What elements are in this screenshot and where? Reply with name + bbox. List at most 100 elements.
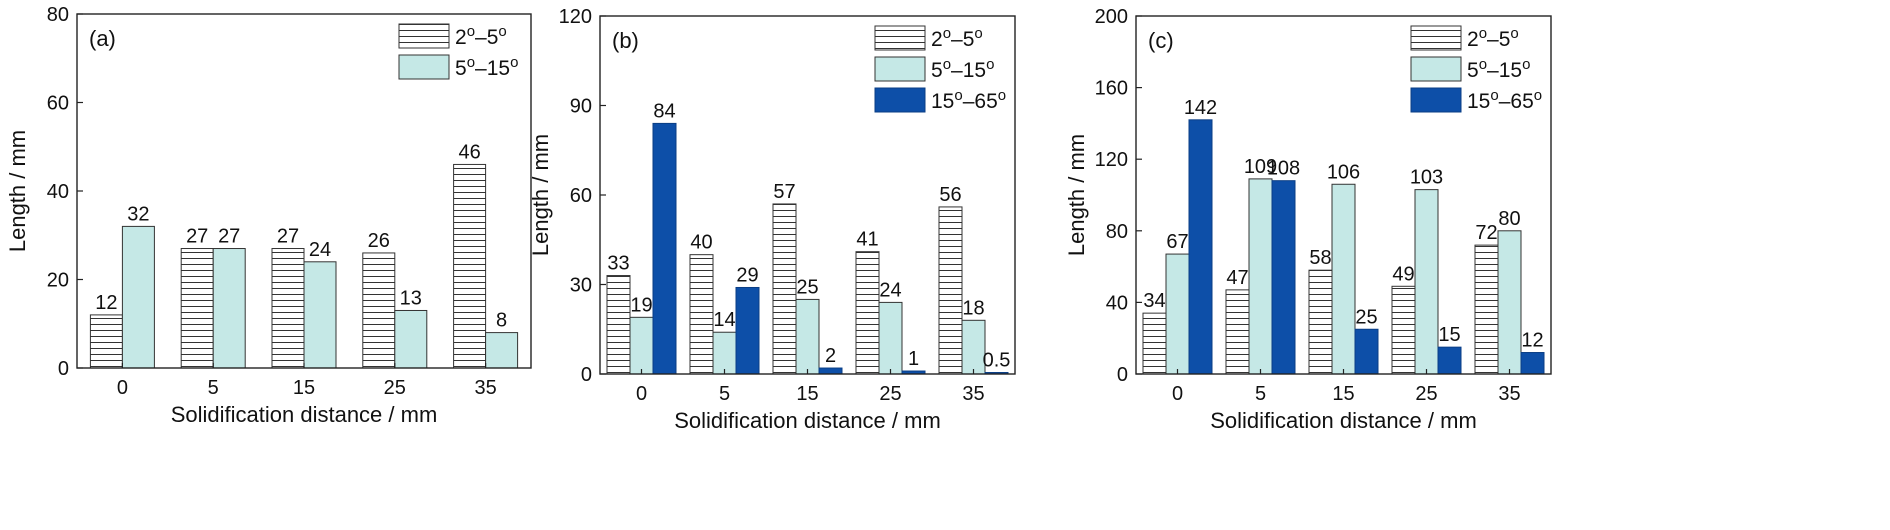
data-label: 25 xyxy=(1355,306,1377,328)
legend-range-start: 2 xyxy=(455,26,467,49)
y-tick-label: 30 xyxy=(570,275,592,297)
bar-series-3-cat-5 xyxy=(735,286,760,375)
x-tick-label: 5 xyxy=(1255,383,1266,405)
bar-series-1-cat-25 xyxy=(1391,285,1416,375)
data-label: 56 xyxy=(939,184,961,206)
degree-mark: o xyxy=(498,23,506,40)
range-dash: – xyxy=(951,28,963,51)
bar-series-2-cat-25 xyxy=(878,301,903,375)
y-tick-label: 40 xyxy=(1106,292,1128,314)
degree-mark: o xyxy=(1479,56,1487,73)
y-tick-label: 40 xyxy=(47,181,69,203)
data-label: 40 xyxy=(690,232,712,254)
data-label: 106 xyxy=(1327,161,1360,183)
x-tick-label: 5 xyxy=(208,377,219,399)
data-label: 33 xyxy=(607,253,629,275)
y-tick-label: 60 xyxy=(570,185,592,207)
bar-series-3-cat-35 xyxy=(1520,352,1545,375)
data-label: 32 xyxy=(127,203,149,225)
bar-series-1-cat-25 xyxy=(362,252,396,369)
x-tick-label: 25 xyxy=(1415,383,1437,405)
legend-swatch-1 xyxy=(1410,25,1462,51)
data-label: 34 xyxy=(1143,290,1165,312)
bar-series-2-cat-35 xyxy=(485,332,519,369)
x-tick-label: 0 xyxy=(117,377,128,399)
bar-series-2-cat-0 xyxy=(121,225,155,369)
x-tick-label: 5 xyxy=(719,383,730,405)
bar-series-2-cat-5 xyxy=(712,331,737,375)
data-label: 80 xyxy=(1498,208,1520,230)
degree-mark: o xyxy=(467,23,475,40)
data-label: 13 xyxy=(400,287,422,309)
data-label: 142 xyxy=(1184,97,1217,119)
data-label: 57 xyxy=(773,181,795,203)
bar-series-1-cat-5 xyxy=(180,248,214,369)
degree-mark: o xyxy=(943,56,951,73)
bar-series-1-cat-0 xyxy=(606,275,631,375)
bar-series-3-cat-15 xyxy=(818,367,843,375)
legend-label-2: 5o–15o xyxy=(931,56,994,83)
x-tick-label: 25 xyxy=(879,383,901,405)
y-tick-label: 80 xyxy=(1106,221,1128,243)
legend-swatch-3 xyxy=(1410,87,1462,113)
degree-mark: o xyxy=(1510,25,1518,42)
legend-range-end: 15 xyxy=(963,59,986,82)
bar-series-1-cat-0 xyxy=(1142,312,1167,375)
range-dash: – xyxy=(951,59,963,82)
y-tick-label: 20 xyxy=(47,270,69,292)
x-tick-label: 15 xyxy=(796,383,818,405)
bar-series-3-cat-0 xyxy=(652,122,677,375)
range-dash: – xyxy=(475,26,487,49)
legend-label-2: 5o–15o xyxy=(455,54,518,81)
range-dash: – xyxy=(1487,59,1499,82)
data-label: 41 xyxy=(856,229,878,251)
range-dash: – xyxy=(1487,28,1499,51)
y-tick-label: 0 xyxy=(581,364,592,386)
range-dash: – xyxy=(475,57,487,80)
legend-range-start: 15 xyxy=(931,90,954,113)
legend-range-start: 2 xyxy=(1467,28,1479,51)
bar-series-1-cat-5 xyxy=(1225,289,1250,375)
data-label: 67 xyxy=(1166,231,1188,253)
y-axis-label: Length / mm xyxy=(5,130,30,252)
bar-series-1-cat-35 xyxy=(453,163,487,369)
legend-range-end: 15 xyxy=(487,57,510,80)
bar-series-2-cat-35 xyxy=(1497,230,1522,375)
data-label: 109 xyxy=(1244,156,1277,178)
data-label: 49 xyxy=(1392,263,1414,285)
degree-mark: o xyxy=(467,54,475,71)
data-label: 14 xyxy=(713,309,735,331)
bar-series-1-cat-25 xyxy=(855,251,880,375)
y-tick-label: 200 xyxy=(1095,6,1128,28)
data-label: 46 xyxy=(458,141,480,163)
legend-label-3: 15o–65o xyxy=(1467,87,1542,114)
bar-series-3-cat-25 xyxy=(1437,346,1462,375)
bar-series-2-cat-35 xyxy=(961,319,986,375)
legend-range-start: 5 xyxy=(931,59,943,82)
legend-range-end: 5 xyxy=(963,28,975,51)
degree-mark: o xyxy=(974,25,982,42)
y-tick-label: 90 xyxy=(570,96,592,118)
legend-swatch-2 xyxy=(874,56,926,82)
data-label: 27 xyxy=(277,226,299,248)
y-tick-label: 120 xyxy=(1095,149,1128,171)
x-axis-label: Solidification distance / mm xyxy=(1210,408,1477,433)
y-tick-label: 120 xyxy=(559,6,592,28)
data-label: 27 xyxy=(218,226,240,248)
bar-series-3-cat-5 xyxy=(1271,180,1296,375)
legend-label-1: 2o–5o xyxy=(455,23,507,50)
bar-series-1-cat-35 xyxy=(1474,244,1499,375)
data-label: 12 xyxy=(1521,330,1543,352)
data-label: 84 xyxy=(653,100,675,122)
x-tick-label: 25 xyxy=(384,377,406,399)
x-tick-label: 0 xyxy=(636,383,647,405)
data-label: 19 xyxy=(630,294,652,316)
x-tick-label: 35 xyxy=(962,383,984,405)
data-label: 27 xyxy=(186,226,208,248)
degree-mark: o xyxy=(1479,25,1487,42)
x-tick-label: 15 xyxy=(293,377,315,399)
bar-series-2-cat-25 xyxy=(394,309,428,369)
degree-mark: o xyxy=(1534,87,1542,104)
